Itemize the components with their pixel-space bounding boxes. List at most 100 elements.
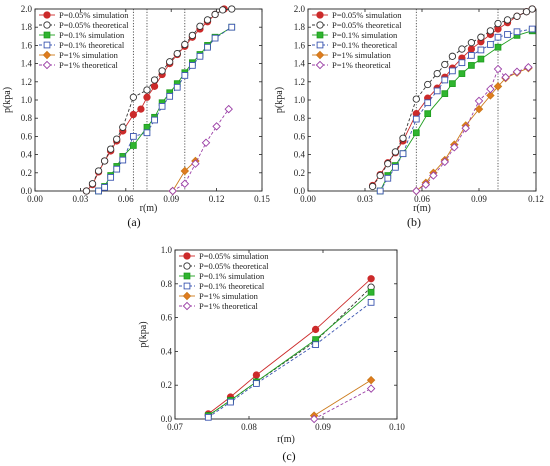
data-point — [449, 80, 456, 87]
y-tick-label: 2.0 — [21, 4, 33, 14]
series-2 — [376, 27, 536, 195]
y-tick-label: 0.2 — [294, 168, 305, 178]
data-point — [309, 414, 319, 424]
series-3 — [376, 25, 536, 195]
data-point — [107, 173, 115, 181]
series-line — [313, 379, 372, 416]
data-point — [441, 60, 449, 69]
series-5 — [309, 384, 376, 424]
legend-marker — [182, 291, 192, 301]
data-point — [211, 34, 219, 42]
legend-label: P=0.05% simulation — [332, 10, 402, 20]
series-1 — [82, 5, 236, 195]
data-point — [449, 67, 456, 75]
legend-label: P=0.05% simulation — [199, 251, 269, 261]
y-tick-label: 0.6 — [21, 131, 33, 141]
data-point — [129, 93, 138, 101]
data-point — [166, 58, 174, 66]
data-point — [412, 115, 420, 123]
y-tick-label: 0.8 — [294, 113, 306, 123]
data-point — [158, 103, 166, 110]
data-point — [458, 70, 466, 77]
data-point — [181, 72, 189, 79]
data-point — [94, 167, 103, 175]
data-point — [477, 33, 485, 41]
y-tick-label: 2.0 — [294, 4, 306, 14]
data-point — [191, 159, 200, 168]
data-point — [203, 16, 212, 24]
legend-marker — [43, 11, 51, 19]
data-point — [311, 325, 320, 334]
data-point — [253, 380, 260, 387]
y-tick-label: 0.2 — [161, 380, 172, 390]
legend-marker — [43, 31, 51, 39]
legend-label: P=0.05% simulation — [59, 10, 129, 20]
legend-marker — [183, 272, 191, 280]
y-tick-label: 0.0 — [161, 414, 173, 424]
y-tick-label: 1.6 — [21, 40, 33, 50]
data-point — [512, 67, 522, 77]
data-point — [204, 43, 211, 51]
legend-marker — [183, 262, 191, 270]
y-tick-label: 0.6 — [161, 313, 173, 323]
data-point — [458, 45, 466, 53]
x-tick-label: 0.03 — [357, 194, 373, 204]
chart-panel-0: 0.00 0.03 0.06 0.09 0.12 0.15 0.0 0.2 0.4 0.6 0.8 1… — [2, 4, 270, 229]
x-tick-label: 0.08 — [241, 422, 257, 432]
series-3 — [204, 299, 375, 421]
data-point — [100, 157, 109, 165]
data-point — [173, 83, 181, 91]
data-point — [504, 31, 511, 38]
series-1 — [368, 5, 536, 191]
series-3 — [95, 23, 236, 195]
data-point — [458, 59, 466, 67]
legend-label: P=1% simulation — [332, 50, 392, 60]
legend-marker — [316, 11, 324, 19]
series-5 — [412, 63, 533, 196]
data-point — [101, 184, 108, 191]
data-point — [424, 110, 432, 118]
data-point — [399, 134, 407, 142]
data-point — [440, 157, 450, 167]
legend-label: P=0.05% theoretical — [59, 20, 129, 30]
data-point — [312, 341, 319, 348]
series-line — [379, 30, 533, 192]
data-point — [224, 104, 233, 114]
data-point — [429, 171, 438, 180]
data-point — [166, 93, 174, 100]
data-point — [113, 135, 121, 143]
legend-label: P=0.1% theoretical — [332, 40, 398, 50]
y-tick-label: 1.8 — [21, 22, 33, 32]
data-point — [448, 52, 457, 60]
data-point — [189, 62, 196, 69]
legend-marker — [316, 41, 324, 49]
data-point — [143, 123, 151, 131]
data-point — [376, 187, 384, 195]
data-point — [486, 84, 495, 94]
legend-label: P=1% theoretical — [199, 301, 258, 311]
data-point — [528, 25, 536, 33]
legend-marker — [315, 60, 325, 70]
data-point — [474, 104, 484, 114]
data-point — [158, 67, 166, 75]
data-point — [82, 187, 91, 195]
data-point — [151, 116, 158, 124]
data-point — [487, 41, 494, 48]
data-point — [467, 39, 476, 47]
data-point — [412, 186, 421, 196]
x-tick-label: 0.12 — [528, 194, 544, 204]
x-tick-label: 0.03 — [73, 194, 89, 204]
legend-label: P=1% theoretical — [332, 60, 391, 70]
data-point — [180, 166, 190, 176]
x-axis-label: r(m) — [277, 434, 295, 445]
data-point — [503, 16, 512, 24]
data-point — [143, 129, 151, 137]
data-point — [528, 5, 536, 13]
data-point — [188, 31, 197, 40]
panel-caption: (c) — [282, 449, 295, 463]
data-point — [181, 40, 189, 49]
legend-marker — [43, 21, 51, 29]
x-tick-label: 0.15 — [254, 194, 270, 204]
legend-label: P=1% simulation — [59, 50, 119, 60]
